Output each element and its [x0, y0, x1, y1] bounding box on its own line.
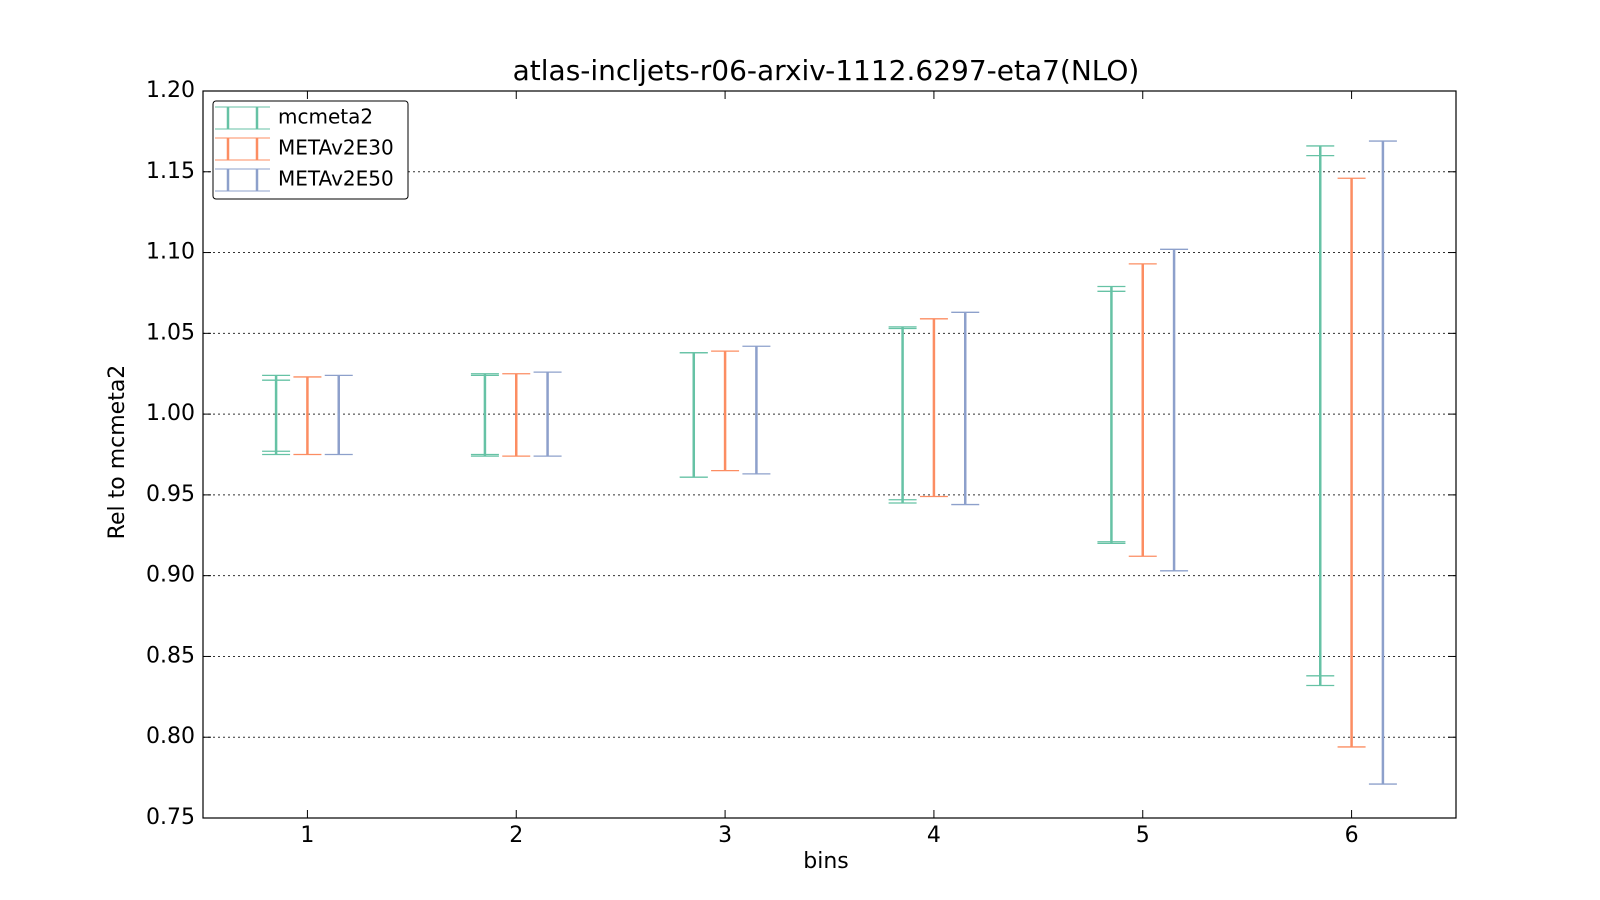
- x-tick-label: 5: [1136, 823, 1150, 848]
- y-tick-label: 0.80: [146, 724, 195, 749]
- chart-title: atlas-incljets-r06-arxiv-1112.6297-eta7(…: [513, 54, 1140, 87]
- legend-box: [212, 100, 409, 200]
- y-axis-label: Rel to mcmeta2: [105, 365, 130, 540]
- y-tick-label: 1.15: [146, 159, 195, 184]
- y-tick-label: 0.85: [146, 643, 195, 668]
- legend-label: mcmeta2: [278, 105, 373, 129]
- y-tick-label: 0.90: [146, 563, 195, 588]
- x-tick-label: 2: [509, 823, 523, 848]
- y-tick-label: 0.75: [146, 805, 195, 830]
- x-tick-label: 1: [300, 823, 314, 848]
- x-tick-label: 6: [1345, 823, 1359, 848]
- y-tick-label: 1.20: [146, 78, 195, 103]
- x-axis-label: bins: [803, 849, 848, 874]
- y-tick-label: 0.95: [146, 482, 195, 507]
- legend-label: METAv2E50: [278, 167, 394, 191]
- plot-frame: [202, 90, 1457, 819]
- x-tick-label: 4: [927, 823, 941, 848]
- y-tick-label: 1.00: [146, 401, 195, 426]
- y-tick-label: 1.05: [146, 320, 195, 345]
- x-tick-label: 3: [718, 823, 732, 848]
- y-tick-label: 1.10: [146, 240, 195, 265]
- legend-label: METAv2E30: [278, 136, 394, 160]
